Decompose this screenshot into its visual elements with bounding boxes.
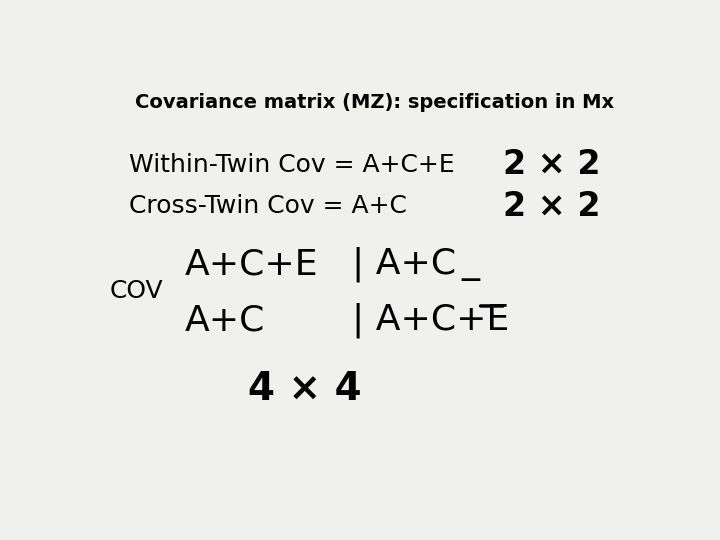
Text: Cross-Twin Cov = A+C: Cross-Twin Cov = A+C bbox=[129, 194, 407, 218]
Text: Covariance matrix (MZ): specification in Mx: Covariance matrix (MZ): specification in… bbox=[135, 93, 613, 112]
Text: Within-Twin Cov = A+C+E: Within-Twin Cov = A+C+E bbox=[129, 153, 455, 177]
Text: A+C: A+C bbox=[185, 303, 265, 338]
Text: COV: COV bbox=[109, 279, 163, 303]
Text: _: _ bbox=[461, 247, 479, 281]
Text: | A+C: | A+C bbox=[352, 247, 456, 282]
Text: 2 × 2: 2 × 2 bbox=[503, 148, 600, 181]
Text: | A+C+E: | A+C+E bbox=[352, 303, 510, 338]
Text: 2 × 2: 2 × 2 bbox=[503, 190, 600, 222]
Text: A+C+E: A+C+E bbox=[185, 247, 318, 281]
Text: 4 × 4: 4 × 4 bbox=[248, 370, 361, 408]
